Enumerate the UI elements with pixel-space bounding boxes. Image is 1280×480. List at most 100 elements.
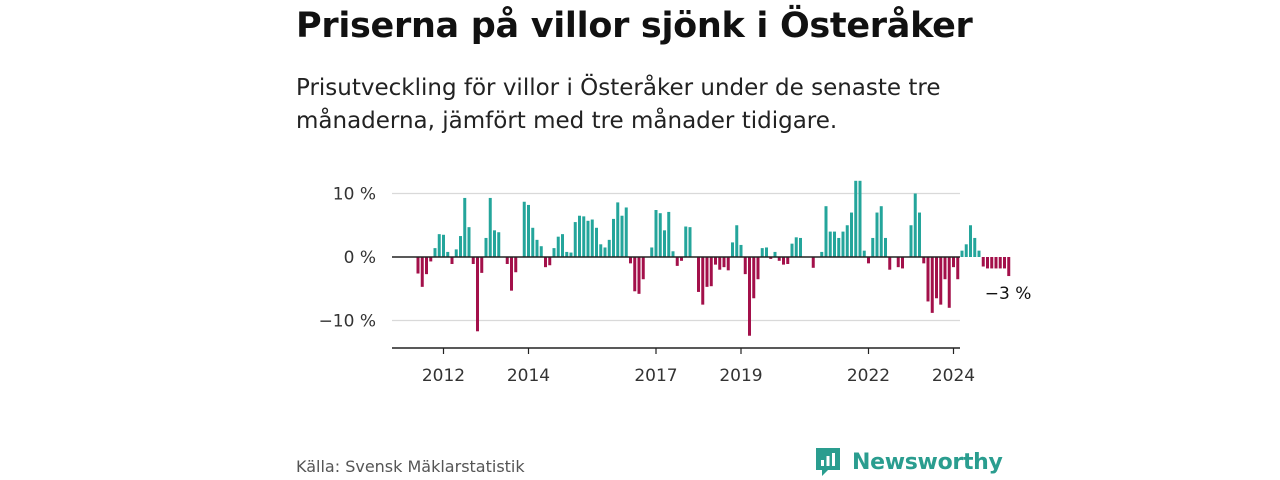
bar [569, 252, 573, 257]
x-tick-label: 2022 [847, 366, 890, 386]
x-tick-label: 2017 [634, 366, 677, 386]
bar [935, 257, 938, 299]
bar [731, 242, 734, 257]
chart-title: Priserna på villor sjönk i Österåker [296, 6, 973, 46]
bar [433, 248, 437, 257]
bar [493, 230, 496, 257]
y-tick-label: 0 % [344, 248, 376, 268]
bar [561, 234, 564, 257]
bar [739, 244, 743, 257]
bar [697, 257, 700, 292]
bars [416, 180, 1011, 336]
bar [573, 222, 577, 257]
bar [684, 226, 688, 257]
bar [590, 219, 594, 257]
bar [777, 257, 781, 261]
bar [726, 257, 730, 271]
bar [756, 257, 760, 280]
x-tick-label: 2014 [507, 366, 550, 386]
bar [811, 257, 815, 268]
bar [471, 257, 475, 264]
bar [425, 257, 428, 275]
bar [884, 237, 887, 257]
y-tick-label: 10 % [333, 185, 376, 205]
bar [760, 248, 764, 257]
bar [450, 257, 454, 264]
bar [654, 210, 658, 257]
bar [862, 250, 866, 257]
bar [680, 257, 683, 261]
bar [743, 257, 747, 275]
bar [828, 231, 832, 257]
bar [986, 257, 989, 269]
bar [514, 257, 518, 273]
bar [837, 237, 841, 257]
bar [752, 257, 756, 299]
bar [527, 204, 530, 257]
labels: 10 % 0 % −10 % 2012 2014 2017 2019 2022 2024 −3 % [319, 185, 1032, 387]
bar [939, 257, 943, 305]
bar [867, 257, 870, 264]
bar [701, 257, 705, 305]
bar [833, 231, 836, 257]
bar [416, 257, 420, 274]
bar [875, 212, 879, 257]
bar [548, 257, 552, 266]
bar [956, 257, 960, 280]
bar [722, 257, 726, 268]
bar [705, 257, 709, 287]
bar [429, 257, 433, 262]
bar [510, 257, 513, 291]
bar [641, 257, 645, 280]
brand-name: Newsworthy [852, 449, 1003, 475]
bar [454, 249, 458, 257]
bar [539, 246, 543, 257]
bar [820, 251, 824, 257]
bar [595, 227, 598, 257]
bar [913, 193, 917, 257]
bar [871, 237, 875, 257]
bar [769, 257, 773, 259]
bar [612, 218, 615, 257]
bar [1007, 257, 1011, 277]
bar [675, 257, 679, 266]
bar [879, 206, 883, 257]
bar [480, 257, 484, 273]
bar [765, 247, 768, 257]
bar [790, 243, 794, 257]
bar [981, 257, 985, 267]
bar [918, 212, 921, 257]
end-value-label: −3 % [985, 284, 1032, 304]
bar [688, 227, 692, 257]
bar [969, 225, 972, 257]
bar [901, 257, 904, 269]
bar [556, 236, 560, 257]
bar [718, 257, 722, 270]
bar [850, 212, 853, 257]
bar [488, 197, 492, 257]
bar [799, 237, 802, 257]
bar [522, 201, 526, 257]
bar [565, 251, 569, 257]
bar [616, 202, 620, 257]
bar [544, 257, 547, 268]
bar [858, 180, 862, 257]
bar [476, 257, 479, 332]
bar [667, 211, 671, 257]
bar [663, 230, 666, 257]
bar [624, 207, 628, 257]
bar [854, 180, 858, 257]
bar [714, 257, 717, 265]
bar [497, 232, 501, 257]
bar [735, 225, 739, 257]
x-tick-label: 2024 [932, 366, 975, 386]
bar [599, 244, 603, 257]
bar [786, 257, 790, 264]
brand-logo[interactable]: Newsworthy [814, 446, 1003, 478]
y-tick-label: −10 % [319, 312, 376, 332]
bar [505, 257, 509, 264]
bar [824, 206, 828, 257]
bar [947, 257, 951, 308]
bar [926, 257, 930, 302]
bar [607, 239, 611, 257]
